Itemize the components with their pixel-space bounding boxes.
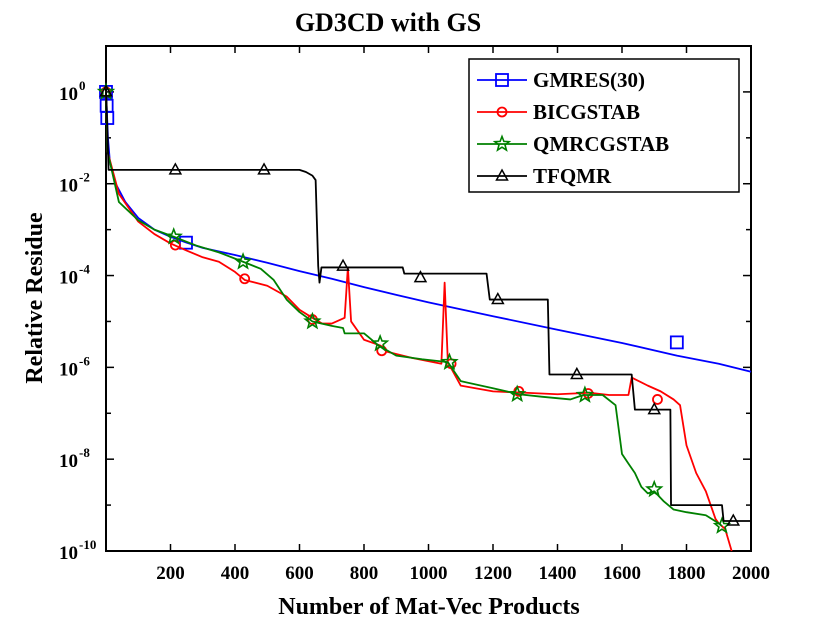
y-tick-exponent: -10 [79, 537, 96, 552]
data-point-marker [99, 84, 113, 97]
y-tick-exponent: -2 [79, 170, 90, 185]
data-point-marker [669, 335, 684, 350]
legend: GMRES(30) BICGSTAB QMRCGSTAB TFQMR [468, 58, 740, 193]
x-tick-label: 1600 [603, 563, 641, 584]
data-point-marker [507, 384, 527, 403]
x-axis-label: Number of Mat-Vec Products [278, 594, 580, 620]
series-tfqmr [99, 84, 751, 526]
chart-title: GD3CD with GS [295, 8, 481, 37]
data-point-marker [164, 227, 183, 245]
x-tick-label: 2000 [732, 563, 770, 584]
series-line [105, 91, 723, 527]
data-point-marker [575, 385, 595, 403]
legend-marker [495, 168, 509, 181]
data-point-marker [303, 311, 322, 330]
y-tick-exponent: -6 [79, 353, 90, 368]
y-tick-base: 10 [59, 268, 78, 289]
series-line [105, 91, 733, 552]
x-tick-label: 400 [221, 563, 250, 584]
data-point-marker [370, 333, 390, 352]
y-tick-exponent: -4 [79, 262, 90, 277]
y-tick-label: 10 -6 [59, 353, 90, 380]
y-tick-base: 10 [59, 359, 78, 380]
legend-item: TFQMR [477, 164, 612, 188]
data-point-marker [413, 270, 428, 283]
x-tick-label: 1400 [539, 563, 577, 584]
legend-marker [495, 73, 509, 87]
y-tick-exponent: -8 [79, 445, 90, 460]
legend-box [468, 58, 740, 193]
legend-label: GMRES(30) [533, 68, 645, 92]
data-point-marker [440, 352, 459, 371]
data-point-marker [652, 394, 663, 405]
data-point-marker [570, 366, 584, 380]
y-tick-exponent: 0 [79, 78, 86, 93]
y-tick-base: 10 [59, 543, 78, 564]
data-point-marker [239, 273, 251, 285]
data-point-marker [712, 516, 732, 534]
y-tick-label: 10 -10 [59, 537, 96, 564]
x-tick-label: 1800 [668, 563, 706, 584]
y-tick-base: 10 [59, 176, 78, 197]
data-point-marker [168, 162, 183, 175]
y-axis-label: Relative Residue [22, 212, 48, 384]
data-point-marker [336, 258, 350, 271]
series-line [105, 91, 751, 522]
x-tick-label: 1200 [474, 563, 512, 584]
data-point-marker [257, 162, 271, 175]
x-tick-label: 200 [156, 563, 185, 584]
legend-label: QMRCGSTAB [533, 132, 669, 156]
series-layer [96, 82, 752, 552]
y-tick-label: 10 -2 [59, 170, 90, 197]
legend-item: GMRES(30) [477, 68, 645, 92]
data-point-marker [726, 513, 741, 526]
y-tick-label: 10 -8 [59, 445, 90, 472]
x-tick-label: 800 [350, 563, 379, 584]
x-tick-label: 600 [285, 563, 314, 584]
legend-item: QMRCGSTAB [477, 132, 669, 156]
legend-label: TFQMR [533, 164, 612, 188]
data-point-marker [233, 251, 253, 270]
legend-label: BICGSTAB [533, 100, 640, 124]
data-point-marker [647, 402, 662, 415]
y-tick-label: 10 -4 [59, 262, 90, 289]
data-point-marker [644, 479, 664, 498]
y-tick-base: 10 [59, 84, 78, 105]
legend-item: BICGSTAB [477, 100, 640, 124]
y-tick-label: 10 0 [59, 78, 86, 105]
legend-marker [492, 134, 512, 152]
legend-marker [496, 106, 508, 118]
data-point-marker [491, 291, 505, 305]
x-tick-label: 1000 [410, 563, 448, 584]
y-tick-base: 10 [59, 451, 78, 472]
